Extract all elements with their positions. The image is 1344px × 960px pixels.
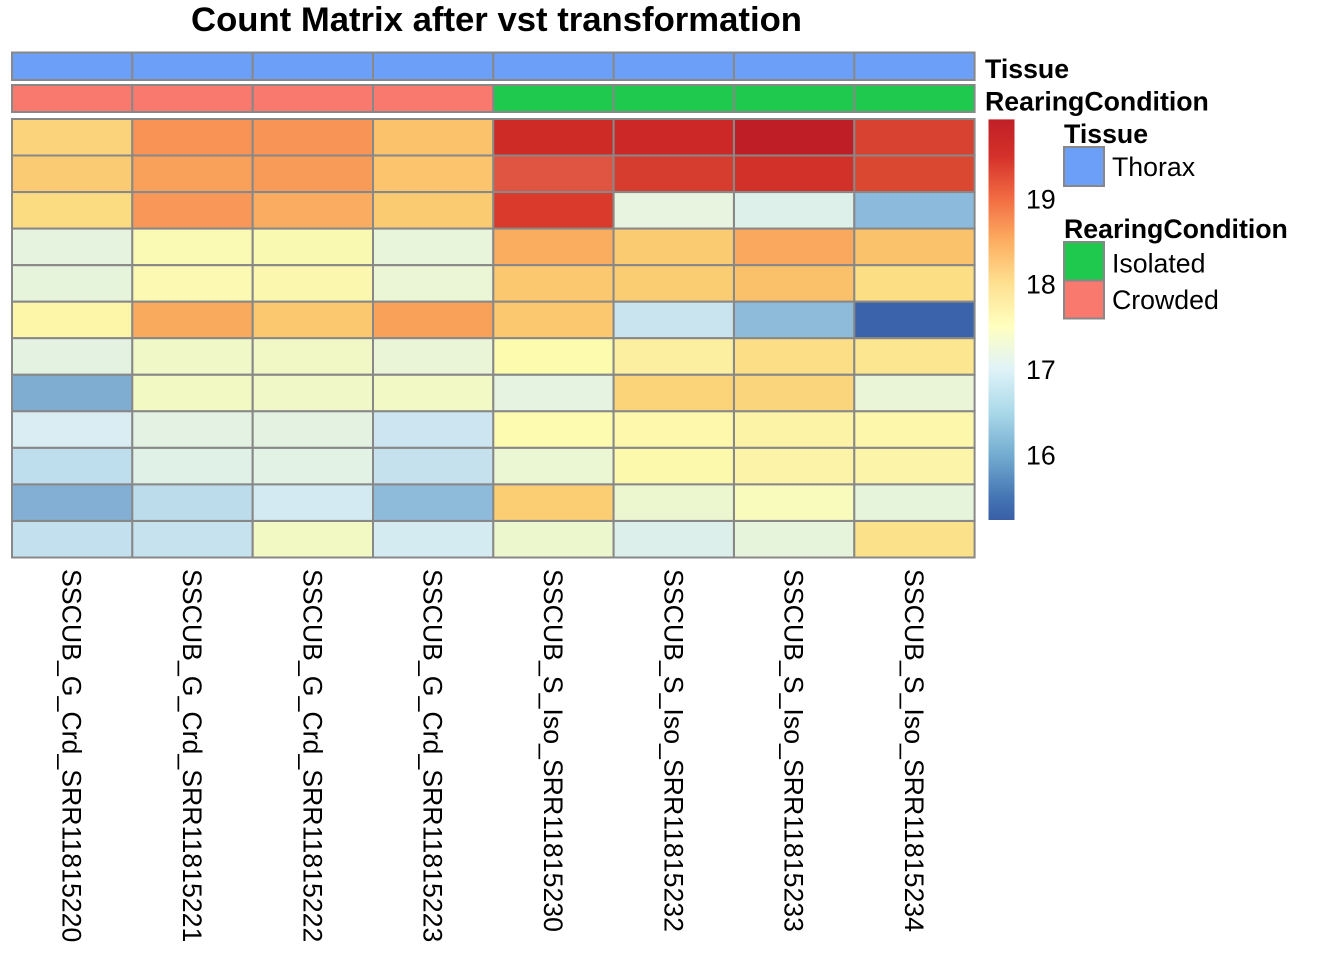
- svg-text:SSCUB_S_Iso_SRR11815234: SSCUB_S_Iso_SRR11815234: [899, 569, 929, 932]
- svg-text:SSCUB_S_Iso_SRR11815233: SSCUB_S_Iso_SRR11815233: [779, 569, 809, 932]
- svg-text:Isolated: Isolated: [1112, 249, 1205, 279]
- svg-text:RearingCondition: RearingCondition: [985, 86, 1209, 116]
- svg-text:Tissue: Tissue: [1064, 119, 1148, 149]
- svg-text:16: 16: [1026, 440, 1056, 470]
- svg-text:19: 19: [1026, 184, 1056, 214]
- svg-text:SSCUB_S_Iso_SRR11815232: SSCUB_S_Iso_SRR11815232: [658, 569, 688, 932]
- svg-text:Tissue: Tissue: [985, 54, 1069, 84]
- svg-text:RearingCondition: RearingCondition: [1064, 214, 1288, 244]
- svg-text:18: 18: [1026, 269, 1056, 299]
- svg-text:SSCUB_S_Iso_SRR11815230: SSCUB_S_Iso_SRR11815230: [538, 569, 568, 932]
- svg-text:SSCUB_G_Crd_SRR11815220: SSCUB_G_Crd_SRR11815220: [57, 569, 87, 942]
- svg-text:SSCUB_G_Crd_SRR11815222: SSCUB_G_Crd_SRR11815222: [297, 569, 327, 942]
- svg-text:Count Matrix after vst transfo: Count Matrix after vst transformation: [191, 1, 802, 39]
- svg-text:Crowded: Crowded: [1112, 285, 1219, 315]
- svg-text:SSCUB_G_Crd_SRR11815223: SSCUB_G_Crd_SRR11815223: [418, 569, 448, 942]
- svg-text:Thorax: Thorax: [1112, 152, 1196, 182]
- svg-text:SSCUB_G_Crd_SRR11815221: SSCUB_G_Crd_SRR11815221: [177, 569, 207, 942]
- svg-text:17: 17: [1026, 355, 1056, 385]
